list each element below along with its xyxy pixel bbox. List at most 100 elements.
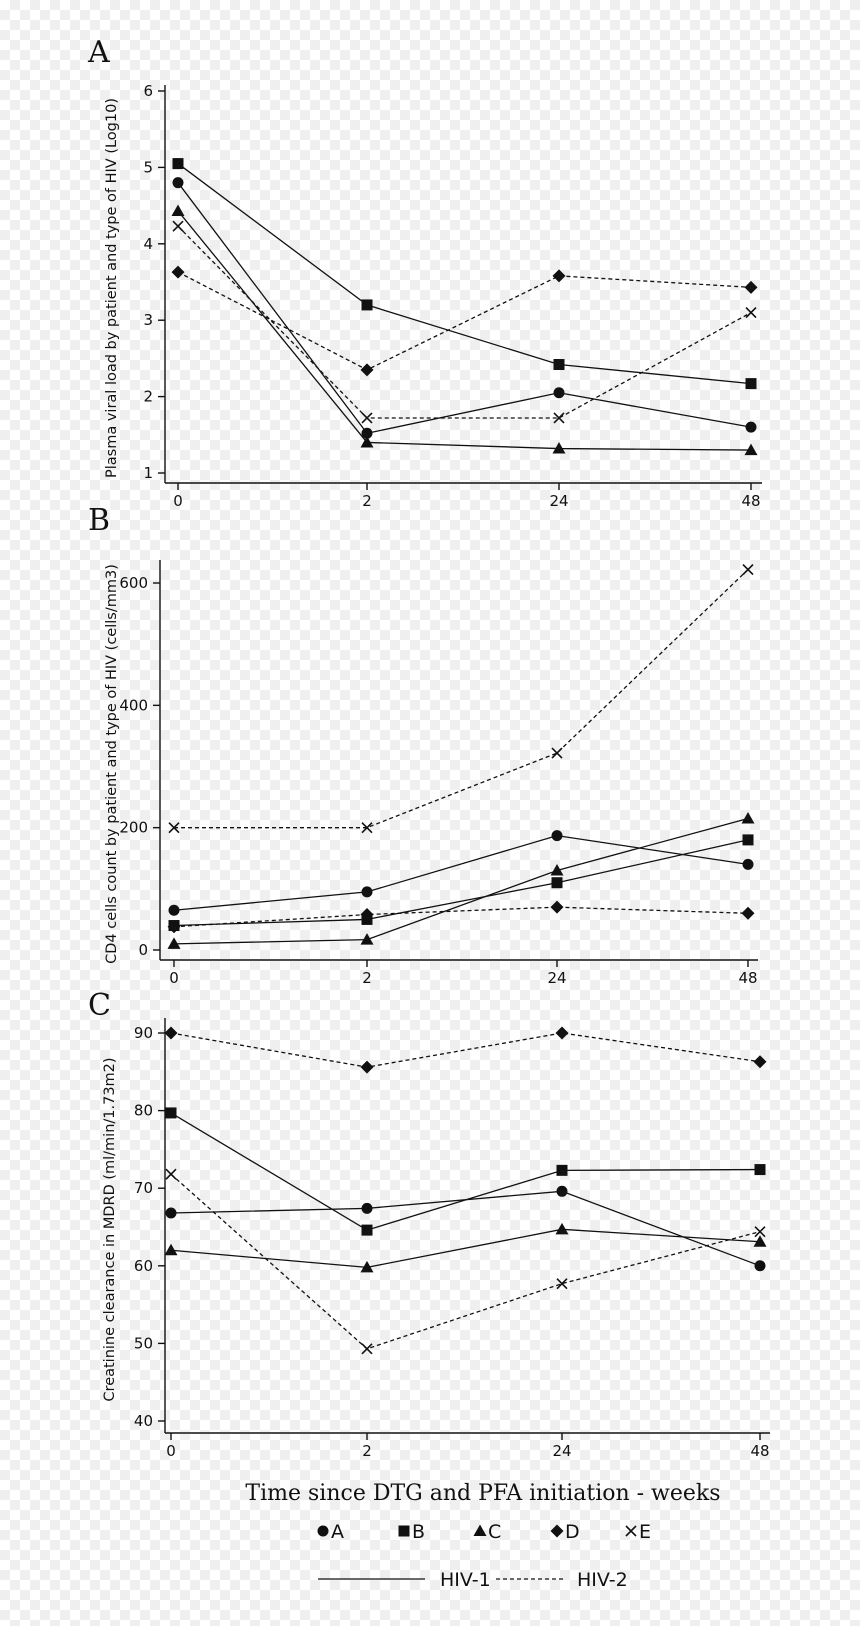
panel-c: C 40 50 60 70 80 90 0 2 24 48 Creatinine clearance … [88, 988, 770, 1460]
data-point-e [754, 1226, 766, 1238]
data-point-c [552, 442, 566, 454]
data-point-a [745, 421, 757, 433]
data-point-a [361, 886, 373, 898]
legend-marker-a [317, 1525, 329, 1537]
data-point-e [553, 412, 565, 424]
y-axis-title: Plasma viral load by patient and type of… [104, 98, 120, 478]
legend-marker-b [398, 1525, 410, 1537]
x-tick-label: 48 [738, 969, 757, 987]
data-point-c [753, 1235, 767, 1247]
data-point-a [556, 1185, 568, 1197]
series-line-c [170, 1228, 761, 1269]
data-point-a [165, 1207, 177, 1219]
y-tick-label: 200 [119, 819, 148, 837]
data-point-a [754, 1260, 766, 1272]
y-tick-label: 70 [134, 1179, 153, 1197]
panel-a: A 1 2 3 4 5 6 0 2 24 48 Plasma viral load by patien… [87, 35, 762, 510]
data-point-e [361, 1343, 373, 1355]
legend-marker-c [473, 1524, 487, 1536]
panel-letter: A [87, 35, 110, 70]
y-tick-label: 3 [143, 311, 153, 329]
legend-line-label-hiv-2: HIV-2 [577, 1569, 628, 1591]
y-tick-label: 60 [134, 1257, 153, 1275]
y-tick-label: 4 [143, 235, 153, 253]
data-point-e [742, 563, 754, 576]
data-point-e [172, 220, 184, 232]
x-tick-label: 2 [362, 1442, 372, 1460]
series-line-b [170, 1112, 761, 1231]
series-line-b [173, 839, 749, 927]
data-point-c [744, 443, 758, 456]
data-point-d [753, 1055, 767, 1069]
x-tick-label: 48 [750, 1442, 769, 1460]
data-point-d [555, 1026, 569, 1040]
y-tick-label: 400 [119, 696, 148, 714]
y-axis-title: CD4 cells count by patient and type of H… [104, 564, 120, 964]
data-point-c [360, 1260, 374, 1273]
data-point-d [164, 1026, 178, 1040]
legend-marker-d [550, 1524, 564, 1538]
series-line-e [170, 1173, 761, 1350]
data-point-a [551, 830, 563, 842]
series-line-e [174, 569, 749, 829]
panel-b: B 0 200 400 600 0 2 24 48 CD4 cells count by pati… [88, 503, 758, 987]
series-line-d [173, 906, 749, 928]
legend-line-label-hiv-1: HIV-1 [440, 1569, 491, 1591]
x-tick-label: 0 [173, 492, 183, 510]
series-line-a [177, 182, 752, 434]
data-point-b [165, 1107, 177, 1119]
data-point-e [556, 1278, 568, 1290]
legend-label-c: C [488, 1521, 501, 1543]
data-point-a [742, 858, 754, 870]
data-point-a [361, 1202, 373, 1214]
series-line-c [173, 817, 749, 945]
data-point-a [361, 427, 373, 439]
x-tick-label: 0 [166, 1442, 176, 1460]
x-tick-label: 2 [362, 969, 372, 987]
data-point-d [360, 363, 374, 377]
y-tick-label: 5 [143, 158, 153, 176]
data-point-e [361, 412, 373, 424]
x-tick-label: 24 [552, 1442, 571, 1460]
series-line-a [173, 834, 749, 911]
y-tick-label: 600 [119, 574, 148, 592]
series-line-d [177, 271, 752, 371]
data-point-b [172, 158, 184, 170]
data-point-b [361, 299, 373, 311]
data-point-a [172, 177, 184, 189]
data-point-c [741, 811, 755, 824]
x-tick-label: 2 [362, 492, 372, 510]
y-tick-label: 6 [143, 82, 153, 100]
data-point-d [744, 280, 758, 294]
legend-label-a: A [331, 1521, 344, 1543]
y-tick-label: 50 [134, 1334, 153, 1352]
data-point-b [553, 359, 565, 371]
x-tick-label: 0 [169, 969, 179, 987]
data-point-e [168, 822, 180, 834]
data-point-c [167, 937, 181, 949]
x-tick-label: 24 [547, 969, 566, 987]
data-point-c [171, 204, 185, 216]
y-tick-label: 40 [134, 1412, 153, 1430]
data-point-e [551, 747, 563, 759]
panel-letter: B [88, 503, 110, 538]
y-tick-label: 0 [138, 941, 148, 959]
data-point-c [550, 863, 564, 876]
series-line-c [177, 210, 752, 451]
x-axis-title: Time since DTG and PFA initiation - week… [245, 1481, 720, 1506]
data-point-e [361, 822, 373, 834]
data-point-e [165, 1168, 177, 1180]
data-point-d [167, 920, 181, 934]
legend-label-d: D [565, 1521, 580, 1543]
data-point-b [742, 834, 754, 846]
data-point-b [745, 378, 757, 390]
data-point-d [360, 908, 374, 922]
data-point-d [171, 265, 185, 279]
data-point-b [361, 1224, 373, 1236]
y-tick-label: 80 [134, 1102, 153, 1120]
data-point-e [745, 306, 757, 319]
data-point-a [553, 387, 565, 399]
data-point-d [741, 906, 755, 920]
legend-label-e: E [639, 1521, 651, 1543]
